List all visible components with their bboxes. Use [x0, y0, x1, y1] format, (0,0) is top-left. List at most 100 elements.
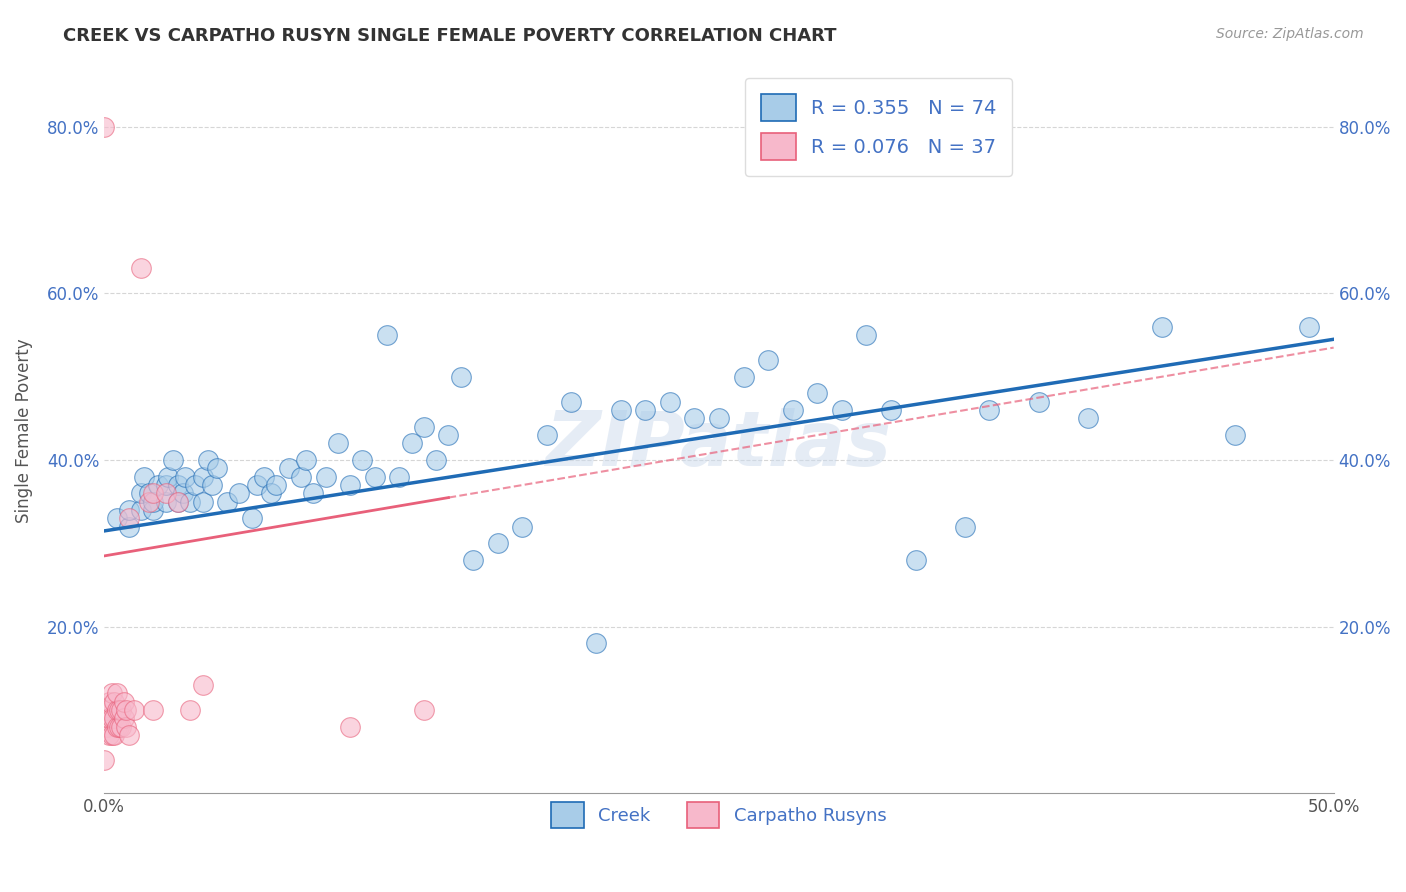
Point: [118, 503, 141, 517]
Point: [115, 720, 138, 734]
Point: [217, 495, 239, 509]
Point: [585, 636, 607, 650]
Point: [138, 495, 160, 509]
Point: [782, 403, 804, 417]
Point: [103, 695, 125, 709]
Point: [707, 411, 730, 425]
Point: [683, 411, 706, 425]
Point: [100, 711, 122, 725]
Point: [108, 703, 131, 717]
Point: [162, 453, 184, 467]
Point: [364, 469, 387, 483]
Point: [129, 261, 152, 276]
Point: [953, 520, 976, 534]
Point: [609, 403, 631, 417]
Point: [658, 394, 681, 409]
Point: [167, 495, 190, 509]
Point: [103, 728, 125, 742]
Point: [167, 495, 190, 509]
Point: [100, 686, 122, 700]
Point: [110, 720, 132, 734]
Point: [388, 469, 411, 483]
Point: [100, 728, 122, 742]
Point: [450, 369, 472, 384]
Point: [108, 720, 131, 734]
Point: [110, 703, 132, 717]
Point: [401, 436, 423, 450]
Point: [184, 478, 207, 492]
Point: [118, 728, 141, 742]
Point: [93, 753, 115, 767]
Point: [98, 711, 121, 725]
Point: [733, 369, 755, 384]
Point: [486, 536, 509, 550]
Point: [461, 553, 484, 567]
Point: [179, 703, 201, 717]
Point: [155, 486, 177, 500]
Point: [98, 695, 121, 709]
Point: [191, 495, 214, 509]
Point: [290, 469, 312, 483]
Point: [228, 486, 250, 500]
Y-axis label: Single Female Poverty: Single Female Poverty: [15, 339, 32, 524]
Point: [155, 495, 177, 509]
Point: [510, 520, 533, 534]
Point: [979, 403, 1001, 417]
Point: [315, 469, 337, 483]
Point: [115, 703, 138, 717]
Point: [98, 728, 121, 742]
Text: Source: ZipAtlas.com: Source: ZipAtlas.com: [1216, 27, 1364, 41]
Point: [191, 469, 214, 483]
Text: CREEK VS CARPATHO RUSYN SINGLE FEMALE POVERTY CORRELATION CHART: CREEK VS CARPATHO RUSYN SINGLE FEMALE PO…: [63, 27, 837, 45]
Point: [412, 703, 434, 717]
Point: [295, 453, 318, 467]
Point: [201, 478, 224, 492]
Point: [197, 453, 219, 467]
Point: [1028, 394, 1050, 409]
Point: [122, 703, 145, 717]
Text: ZIPatlas: ZIPatlas: [546, 409, 891, 483]
Point: [142, 503, 165, 517]
Point: [412, 419, 434, 434]
Point: [1298, 319, 1320, 334]
Legend: Creek, Carpatho Rusyns: Creek, Carpatho Rusyns: [544, 795, 894, 835]
Point: [112, 695, 135, 709]
Point: [112, 711, 135, 725]
Point: [174, 469, 197, 483]
Point: [105, 720, 128, 734]
Point: [634, 403, 657, 417]
Point: [142, 495, 165, 509]
Point: [103, 711, 125, 725]
Point: [138, 486, 160, 500]
Point: [155, 478, 177, 492]
Point: [266, 478, 288, 492]
Point: [1150, 319, 1173, 334]
Point: [806, 386, 828, 401]
Point: [172, 486, 194, 500]
Point: [339, 478, 361, 492]
Point: [855, 328, 877, 343]
Point: [105, 686, 128, 700]
Point: [831, 403, 853, 417]
Point: [142, 703, 165, 717]
Point: [129, 486, 152, 500]
Point: [179, 495, 201, 509]
Point: [1077, 411, 1099, 425]
Point: [1225, 428, 1247, 442]
Point: [536, 428, 558, 442]
Point: [326, 436, 349, 450]
Point: [191, 678, 214, 692]
Point: [118, 520, 141, 534]
Point: [302, 486, 325, 500]
Point: [167, 478, 190, 492]
Point: [129, 503, 152, 517]
Point: [756, 353, 779, 368]
Point: [246, 478, 269, 492]
Point: [560, 394, 582, 409]
Point: [157, 469, 180, 483]
Point: [880, 403, 903, 417]
Point: [277, 461, 299, 475]
Point: [93, 120, 115, 134]
Point: [132, 469, 155, 483]
Point: [425, 453, 447, 467]
